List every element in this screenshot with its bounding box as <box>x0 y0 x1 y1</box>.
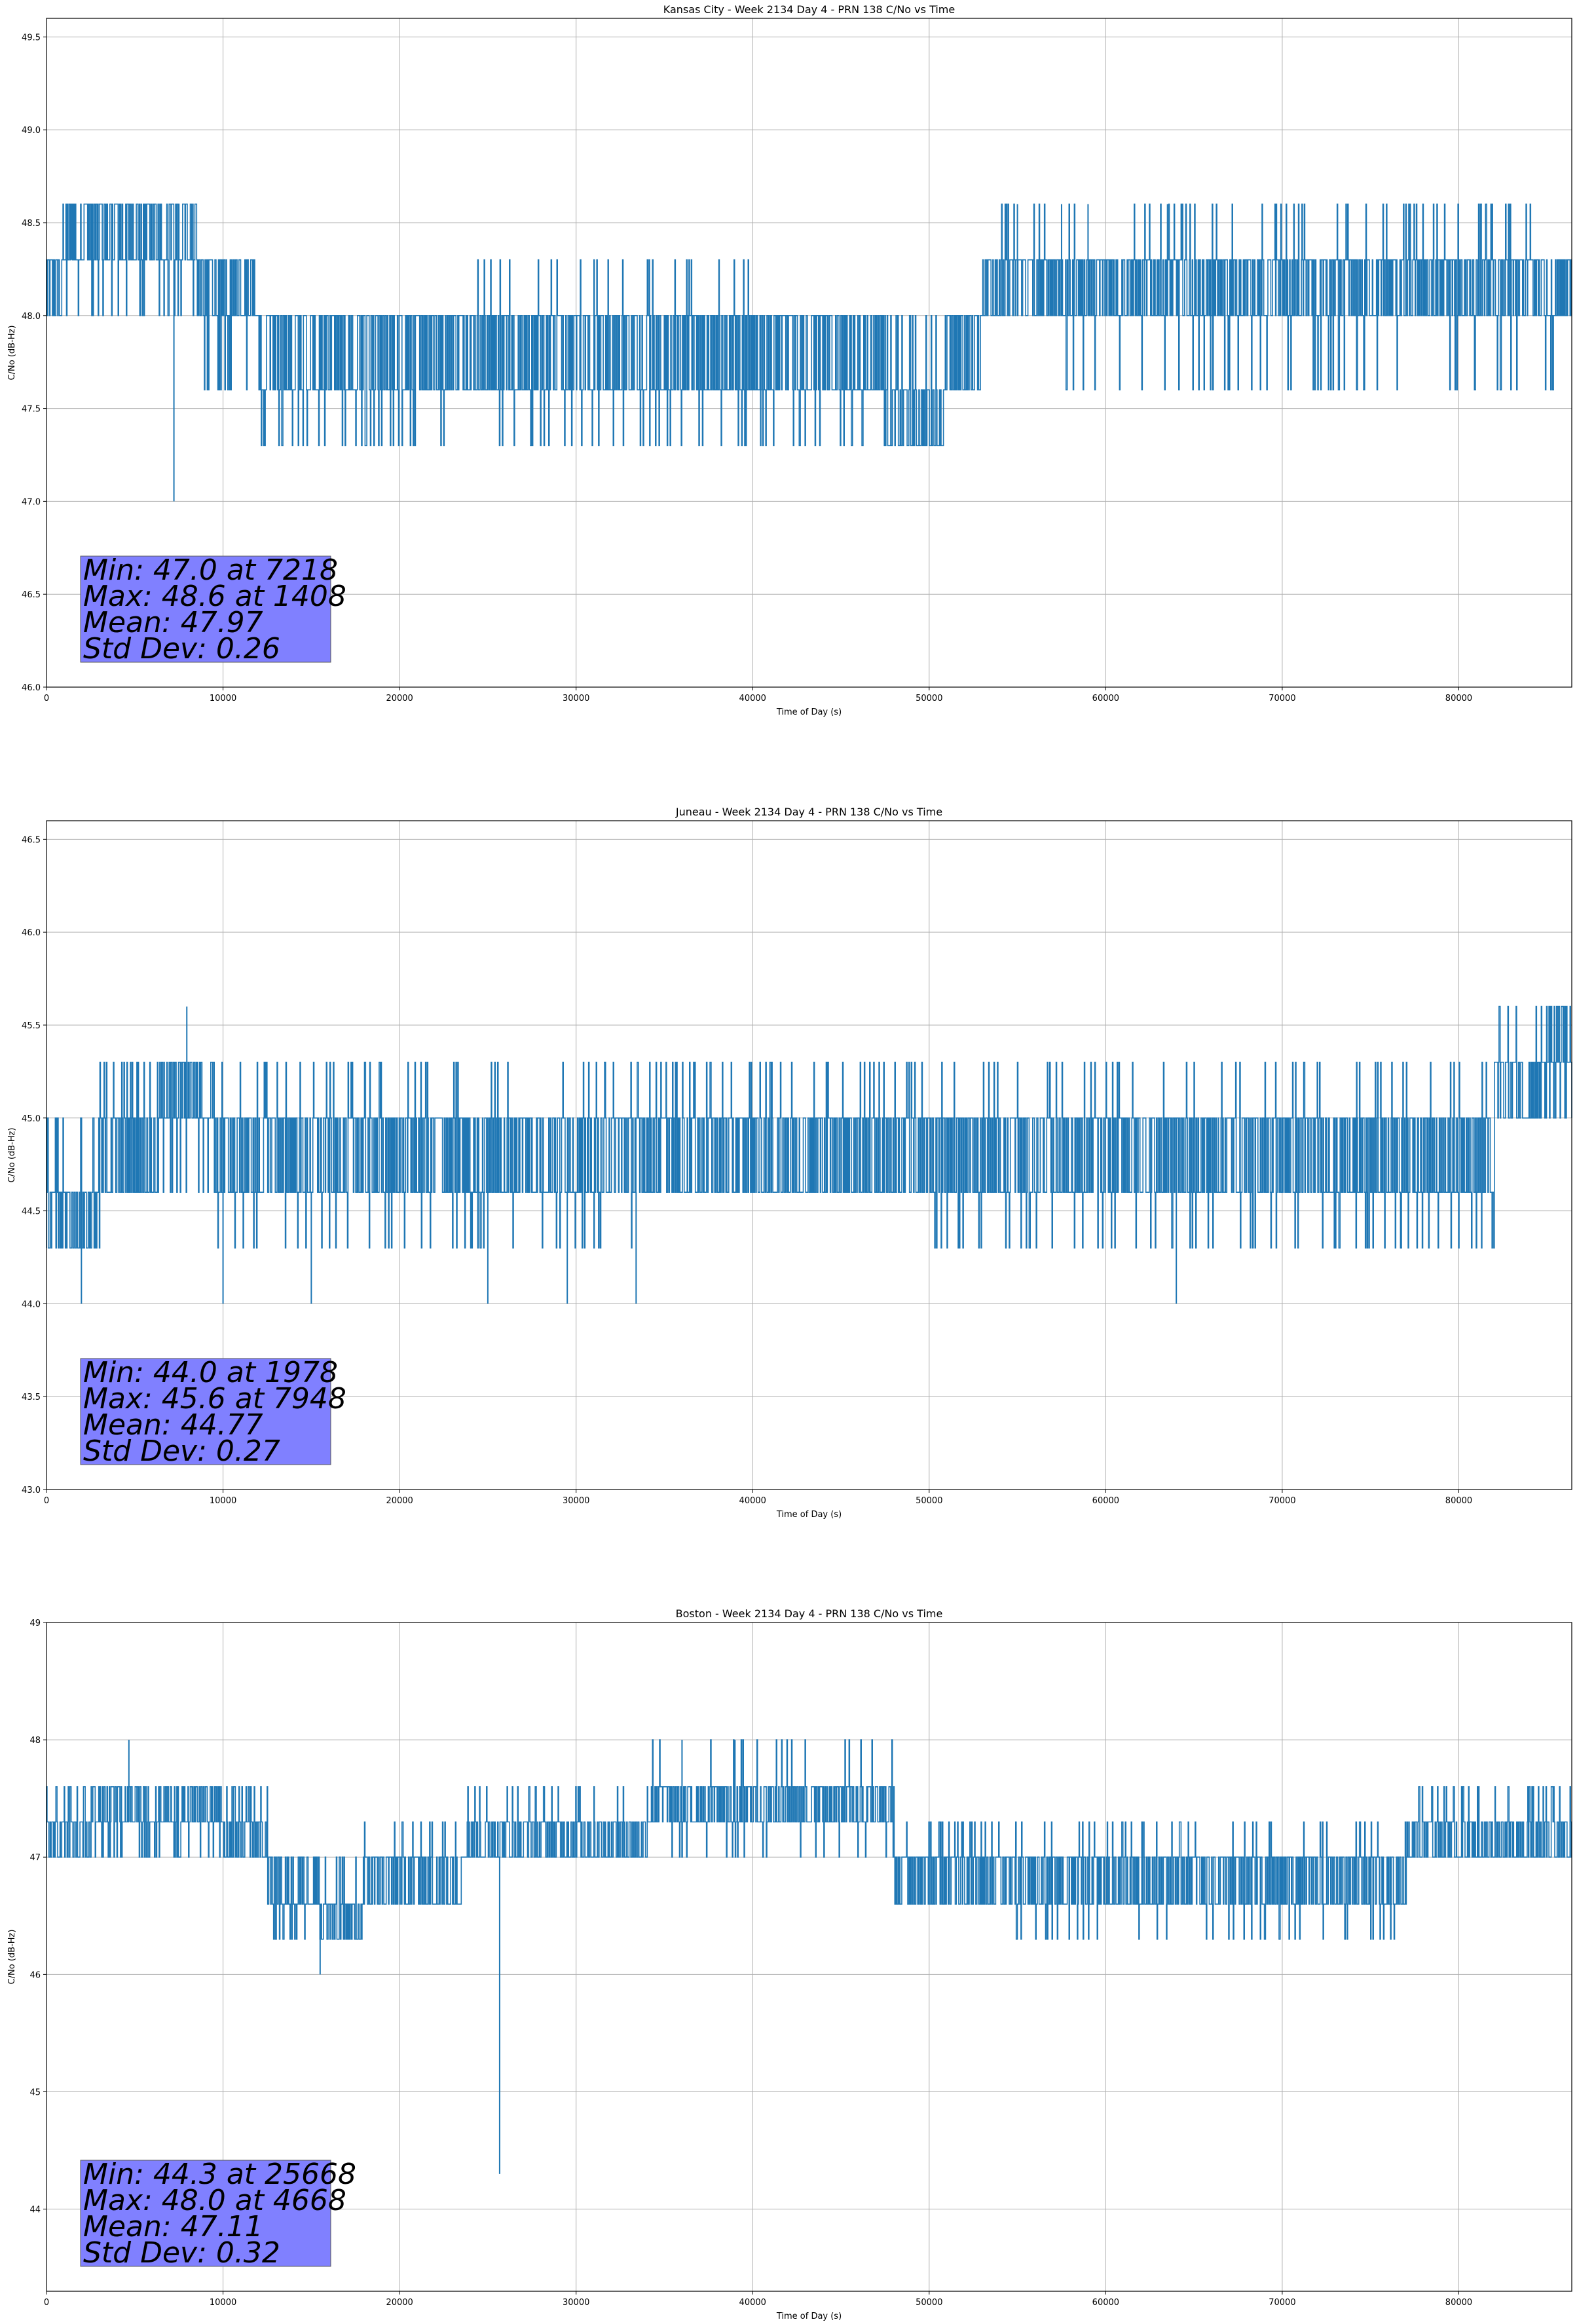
chart-title: Boston - Week 2134 Day 4 - PRN 138 C/No … <box>676 1607 943 1620</box>
x-tick-label: 0 <box>44 1496 49 1506</box>
x-tick-label: 70000 <box>1269 1496 1295 1506</box>
x-tick-label: 30000 <box>563 2298 589 2308</box>
y-axis-label: C/No (dB-Hz) <box>7 1930 17 1985</box>
chart-title: Kansas City - Week 2134 Day 4 - PRN 138 … <box>663 3 955 16</box>
stats-line: Max: 48.6 at 1408 <box>83 580 346 613</box>
x-tick-label: 80000 <box>1445 1496 1472 1506</box>
y-tick-label: 48.0 <box>22 312 41 322</box>
stats-line: Max: 45.6 at 7948 <box>83 1382 346 1415</box>
y-tick-label: 48.5 <box>22 219 41 229</box>
x-tick-label: 60000 <box>1092 2298 1119 2308</box>
x-tick-label: 20000 <box>386 2298 413 2308</box>
stats-line: Std Dev: 0.32 <box>83 2236 280 2270</box>
chart-panel-1: Kansas City - Week 2134 Day 4 - PRN 138 … <box>7 3 1572 717</box>
x-axis-label: Time of Day (s) <box>776 2312 842 2321</box>
chart-title: Juneau - Week 2134 Day 4 - PRN 138 C/No … <box>675 806 942 818</box>
stats-line: Std Dev: 0.26 <box>83 632 280 665</box>
x-tick-label: 40000 <box>739 1496 766 1506</box>
y-tick-label: 45.5 <box>22 1021 41 1031</box>
stats-line: Mean: 47.97 <box>83 606 263 639</box>
stats-box <box>80 2160 331 2267</box>
y-tick-label: 47 <box>29 1853 41 1863</box>
y-tick-label: 47.0 <box>22 497 41 507</box>
x-tick-label: 80000 <box>1445 2298 1472 2308</box>
y-tick-label: 46.5 <box>22 590 41 600</box>
stats-line: Std Dev: 0.27 <box>83 1434 280 1468</box>
x-tick-label: 10000 <box>210 2298 236 2308</box>
x-tick-label: 30000 <box>563 1496 589 1506</box>
x-tick-label: 50000 <box>916 2298 942 2308</box>
cno-series-line <box>46 1739 1572 1940</box>
x-tick-label: 50000 <box>916 1496 942 1506</box>
y-tick-label: 48 <box>29 1736 41 1746</box>
x-tick-label: 50000 <box>916 694 942 703</box>
chart-panel-2: Juneau - Week 2134 Day 4 - PRN 138 C/No … <box>7 806 1572 1520</box>
x-tick-label: 60000 <box>1092 694 1119 703</box>
stats-box <box>80 1358 331 1465</box>
chart-panel-3: Boston - Week 2134 Day 4 - PRN 138 C/No … <box>7 1607 1572 2321</box>
x-axis-label: Time of Day (s) <box>776 707 842 717</box>
y-axis-label: C/No (dB-Hz) <box>7 1128 17 1183</box>
plot-frame <box>46 1622 1572 2292</box>
y-tick-label: 44.0 <box>22 1300 41 1309</box>
x-tick-label: 40000 <box>739 694 766 703</box>
y-tick-label: 49 <box>29 1619 41 1628</box>
x-tick-label: 20000 <box>386 694 413 703</box>
y-tick-label: 46.0 <box>22 683 41 693</box>
stats-line: Max: 48.0 at 4668 <box>83 2184 346 2217</box>
cno-series-line <box>46 1005 1572 1249</box>
x-tick-label: 10000 <box>210 694 236 703</box>
y-tick-label: 46.5 <box>22 835 41 845</box>
stats-line: Min: 44.3 at 25668 <box>83 2158 356 2191</box>
x-tick-label: 70000 <box>1269 694 1295 703</box>
y-tick-label: 45 <box>29 2088 41 2097</box>
y-tick-label: 43.0 <box>22 1486 41 1495</box>
x-tick-label: 70000 <box>1269 2298 1295 2308</box>
y-tick-label: 44 <box>29 2205 41 2215</box>
cno-series-line <box>46 203 1572 447</box>
x-tick-label: 0 <box>44 2298 49 2308</box>
x-axis-label: Time of Day (s) <box>776 1510 842 1520</box>
x-tick-label: 30000 <box>563 694 589 703</box>
stats-line: Mean: 44.77 <box>83 1408 263 1442</box>
stats-box <box>80 555 331 663</box>
y-tick-label: 49.0 <box>22 126 41 136</box>
stats-line: Mean: 47.11 <box>83 2210 263 2243</box>
y-tick-label: 46 <box>29 1970 41 1980</box>
y-tick-label: 45.0 <box>22 1114 41 1124</box>
x-tick-label: 40000 <box>739 2298 766 2308</box>
y-tick-label: 43.5 <box>22 1393 41 1402</box>
x-tick-label: 80000 <box>1445 694 1472 703</box>
x-tick-label: 10000 <box>210 1496 236 1506</box>
stats-line: Min: 44.0 at 1978 <box>83 1356 338 1389</box>
plot-frame <box>46 820 1572 1490</box>
plot-frame <box>46 18 1572 688</box>
x-tick-label: 0 <box>44 694 49 703</box>
y-tick-label: 46.0 <box>22 928 41 938</box>
y-tick-label: 47.5 <box>22 405 41 415</box>
x-tick-label: 60000 <box>1092 1496 1119 1506</box>
stats-line: Min: 47.0 at 7218 <box>83 553 338 587</box>
y-tick-label: 49.5 <box>22 33 41 43</box>
x-tick-label: 20000 <box>386 1496 413 1506</box>
y-axis-label: C/No (dB-Hz) <box>7 326 17 381</box>
y-tick-label: 44.5 <box>22 1207 41 1217</box>
